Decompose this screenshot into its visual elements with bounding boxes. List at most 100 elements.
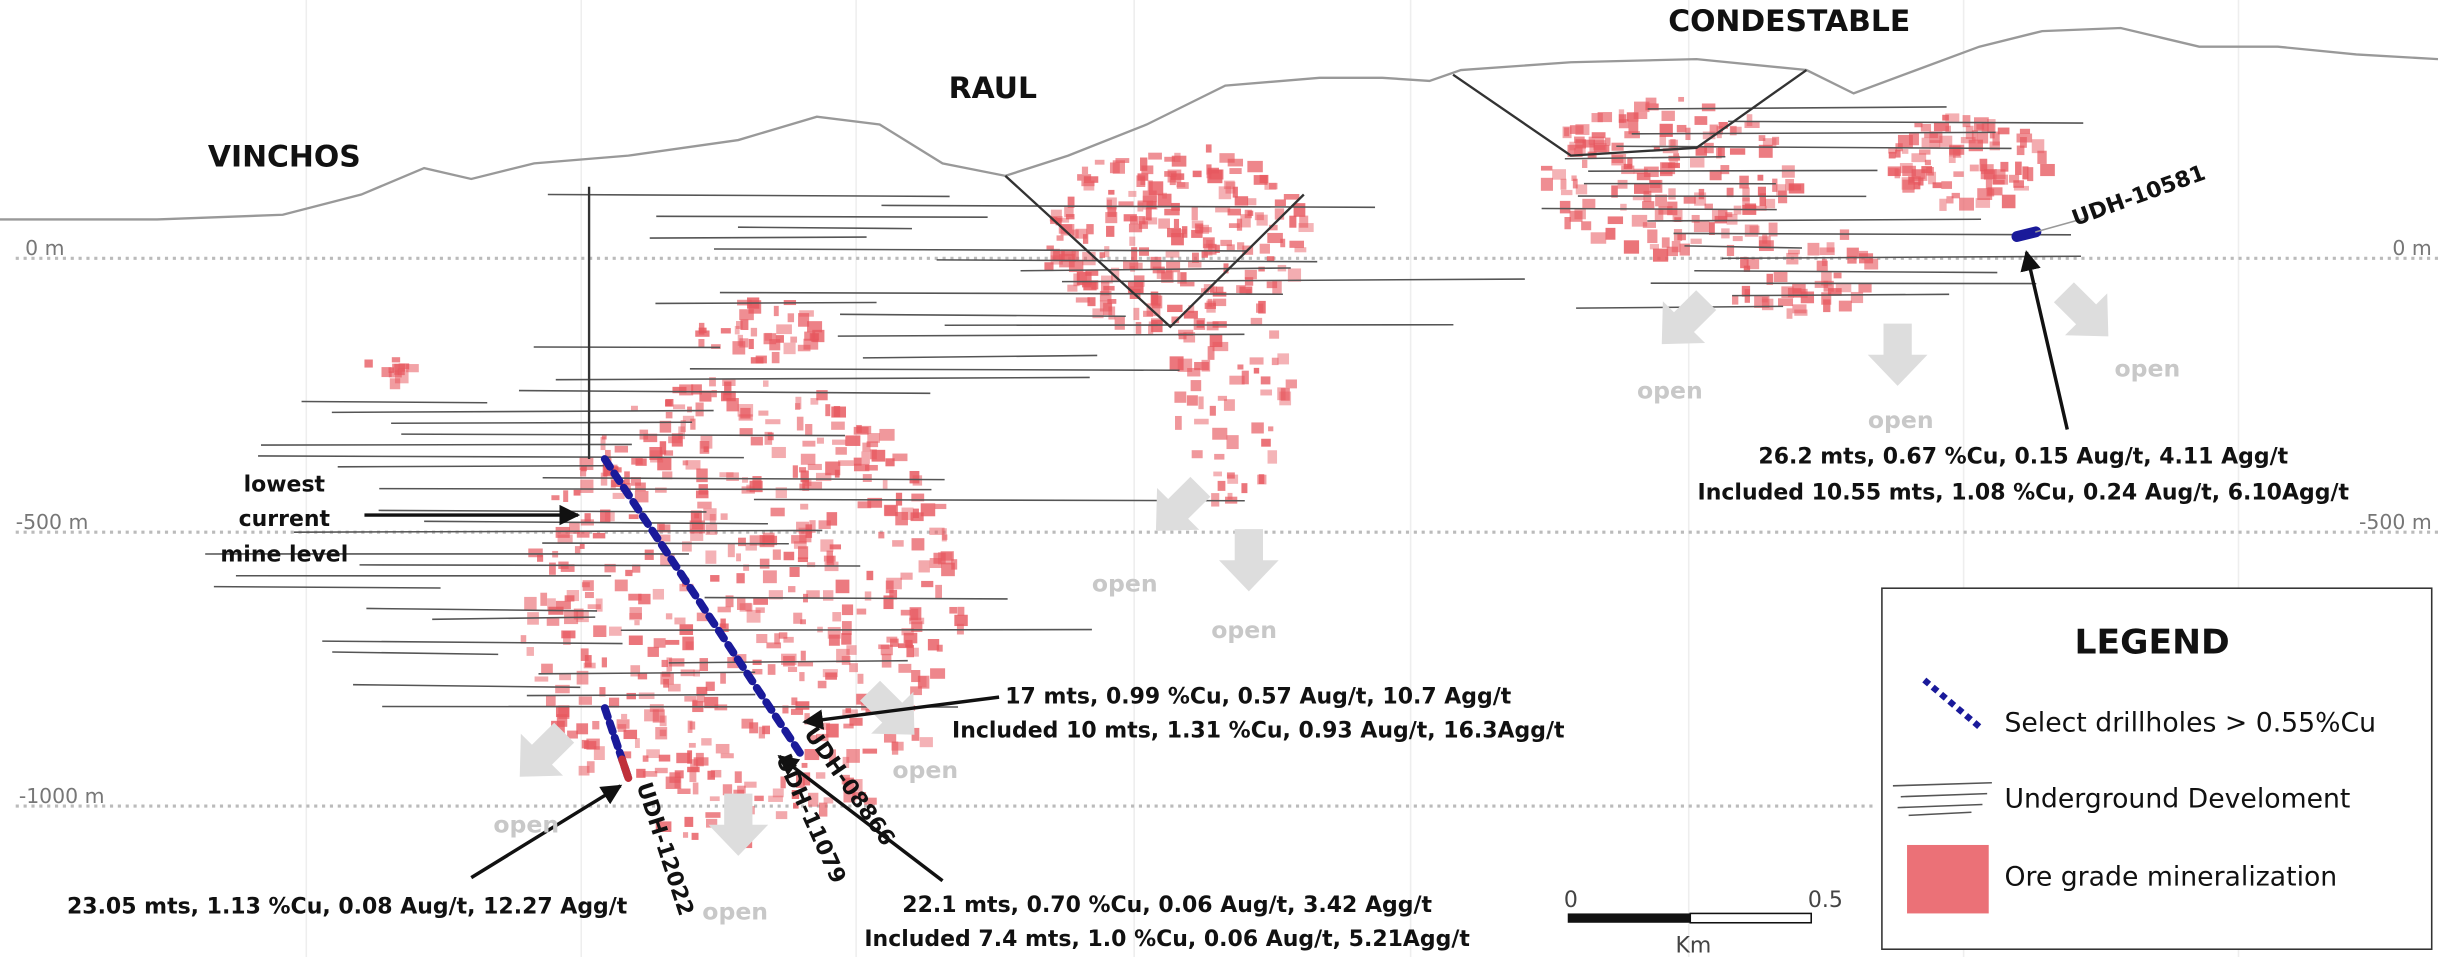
ore-patch — [1258, 266, 1265, 272]
ore-patch — [2000, 161, 2009, 172]
ore-patch — [1823, 280, 1834, 292]
ore-patch — [815, 472, 832, 482]
ore-patch — [638, 593, 651, 605]
ore-patch — [901, 628, 914, 636]
ore-patch — [1776, 184, 1786, 196]
ore-patch — [614, 445, 629, 453]
ore-patch — [547, 598, 556, 610]
ore-patch — [1259, 174, 1269, 184]
ore-patch — [910, 512, 924, 522]
ore-patch — [711, 390, 717, 398]
ore-patch — [1186, 395, 1198, 406]
ore-patch — [1679, 243, 1690, 256]
ore-patch — [1075, 228, 1088, 239]
ore-patch — [878, 644, 890, 650]
ore-patch — [793, 802, 799, 809]
ore-patch — [1201, 251, 1208, 258]
ore-patch — [754, 795, 764, 802]
ore-patch — [1739, 175, 1749, 189]
ore-patch — [842, 709, 858, 718]
ore-patch — [592, 532, 606, 539]
ore-patch — [849, 663, 858, 673]
ore-patch — [755, 355, 767, 364]
ore-patch — [795, 403, 801, 410]
open-label: open — [1637, 376, 1703, 404]
ore-patch — [657, 523, 665, 531]
depth-label: -500 m — [2359, 510, 2432, 534]
ore-patch — [1105, 212, 1118, 224]
ore-patch — [1241, 483, 1248, 494]
ore-patch — [1139, 247, 1150, 256]
zone-label: RAUL — [949, 71, 1037, 106]
ore-patch — [1975, 198, 1991, 208]
ore-patch — [1953, 171, 1964, 177]
ore-patch — [763, 333, 777, 345]
ore-patch — [1918, 149, 1931, 155]
ore-patch — [749, 535, 765, 546]
ore-patch — [1274, 199, 1286, 207]
ore-patch — [1166, 261, 1181, 273]
ore-patch — [642, 771, 658, 777]
ore-patch — [826, 555, 835, 567]
ore-patch — [910, 686, 922, 696]
ore-patch — [628, 635, 643, 645]
ore-patch — [630, 665, 641, 677]
ore-patch — [755, 607, 765, 613]
ore-patch — [1605, 227, 1616, 240]
callout-arrows — [364, 250, 2069, 883]
ore-patch — [1758, 135, 1766, 141]
ore-patch — [1701, 103, 1716, 112]
ore-patch — [1593, 143, 1607, 155]
ore-patch — [710, 769, 722, 778]
development-line — [737, 226, 912, 230]
ore-patch — [626, 692, 636, 700]
ore-patch — [941, 528, 947, 542]
ore-patch — [725, 595, 734, 608]
ore-patch — [879, 428, 895, 441]
ore-patch — [790, 708, 804, 715]
ore-patch — [559, 673, 571, 681]
ore-patch — [394, 363, 400, 375]
ore-patch — [2016, 145, 2025, 156]
ore-patch — [703, 508, 717, 521]
ore-patch — [394, 370, 409, 384]
ore-patch — [1167, 304, 1183, 313]
legend-title: LEGEND — [2075, 623, 2230, 663]
ore-patch — [1642, 201, 1655, 210]
depth-label: -1000 m — [19, 784, 105, 808]
ore-patch — [1821, 271, 1832, 286]
ore-patch — [791, 790, 800, 799]
ore-patch — [817, 680, 827, 689]
ore-patch — [636, 768, 646, 778]
ore-patch — [1050, 209, 1062, 223]
ore-patch — [793, 541, 807, 549]
ore-patch — [1989, 132, 1995, 139]
ore-patch — [1887, 166, 1901, 177]
development-line — [391, 421, 693, 425]
ore-patch — [856, 608, 867, 615]
ore-patch — [772, 549, 781, 560]
ore-patch — [804, 479, 812, 487]
ore-patch — [806, 590, 820, 599]
ore-patch — [1067, 196, 1075, 208]
ore-patch — [949, 606, 958, 614]
development-line — [432, 616, 596, 621]
ore-patch — [546, 617, 560, 626]
ore-patch — [687, 406, 692, 413]
ore-patch — [883, 731, 897, 743]
development-line — [301, 400, 488, 404]
ore-patch — [737, 334, 744, 346]
ore-patch — [1581, 159, 1588, 169]
ore-patch — [1223, 399, 1235, 411]
ore-patch — [2031, 139, 2045, 154]
ore-patch — [406, 364, 419, 373]
ore-patch — [1194, 418, 1209, 425]
ore-patch — [796, 416, 804, 431]
ore-patch — [1181, 226, 1188, 238]
topography — [0, 26, 2438, 221]
ore-patch — [1718, 121, 1728, 129]
ore-patch — [1193, 318, 1206, 330]
ore-patch — [1835, 283, 1852, 293]
ore-patch — [913, 647, 919, 657]
ore-patch — [1946, 196, 1954, 204]
